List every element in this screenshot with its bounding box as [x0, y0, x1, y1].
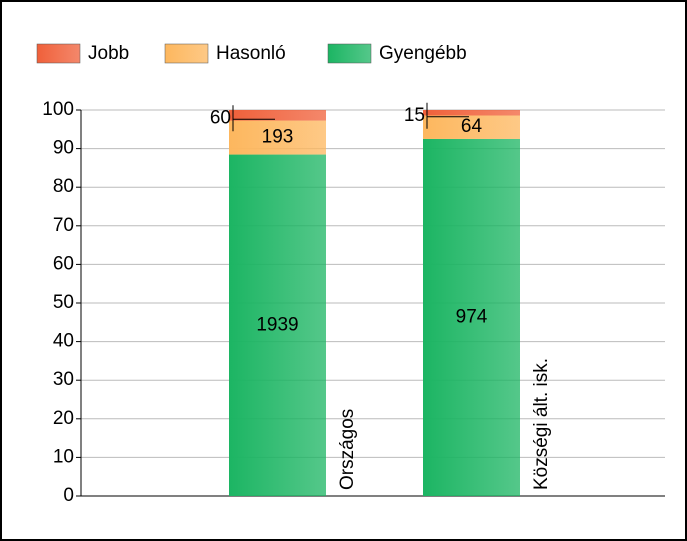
data-label: 64 — [461, 116, 483, 137]
y-tick-label: 50 — [53, 292, 74, 313]
data-label: 15 — [404, 105, 425, 126]
y-tick-label: 70 — [53, 215, 74, 236]
data-label: 193 — [262, 127, 294, 148]
legend-label: Gyengébb — [379, 43, 467, 64]
y-tick-label: 90 — [53, 138, 74, 159]
y-tick-label: 80 — [53, 176, 74, 197]
bar-segment — [423, 115, 520, 139]
legend-label: Jobb — [88, 43, 129, 64]
legend-label: Hasonló — [216, 43, 286, 64]
bar-segment — [423, 138, 520, 496]
y-tick-label: 100 — [42, 99, 74, 120]
bar-segment — [229, 110, 326, 121]
x-tick-label: Országos — [337, 409, 358, 490]
bar-segment — [423, 110, 520, 116]
data-label: 1939 — [256, 314, 298, 335]
y-tick-label: 40 — [53, 331, 74, 352]
x-tick-label: Községi ált. isk. — [531, 358, 552, 490]
y-tick-label: 60 — [53, 253, 74, 274]
legend-swatch — [164, 43, 209, 64]
y-tick-label: 0 — [63, 485, 74, 506]
y-tick-label: 30 — [53, 369, 74, 390]
y-tick-label: 20 — [53, 408, 74, 429]
bar-segment — [229, 154, 326, 496]
legend-swatch — [327, 43, 372, 64]
data-label: 974 — [456, 306, 488, 327]
bar-segment — [229, 120, 326, 155]
data-label: 60 — [210, 107, 231, 128]
legend-swatch — [36, 43, 81, 64]
y-tick-label: 10 — [53, 446, 74, 467]
